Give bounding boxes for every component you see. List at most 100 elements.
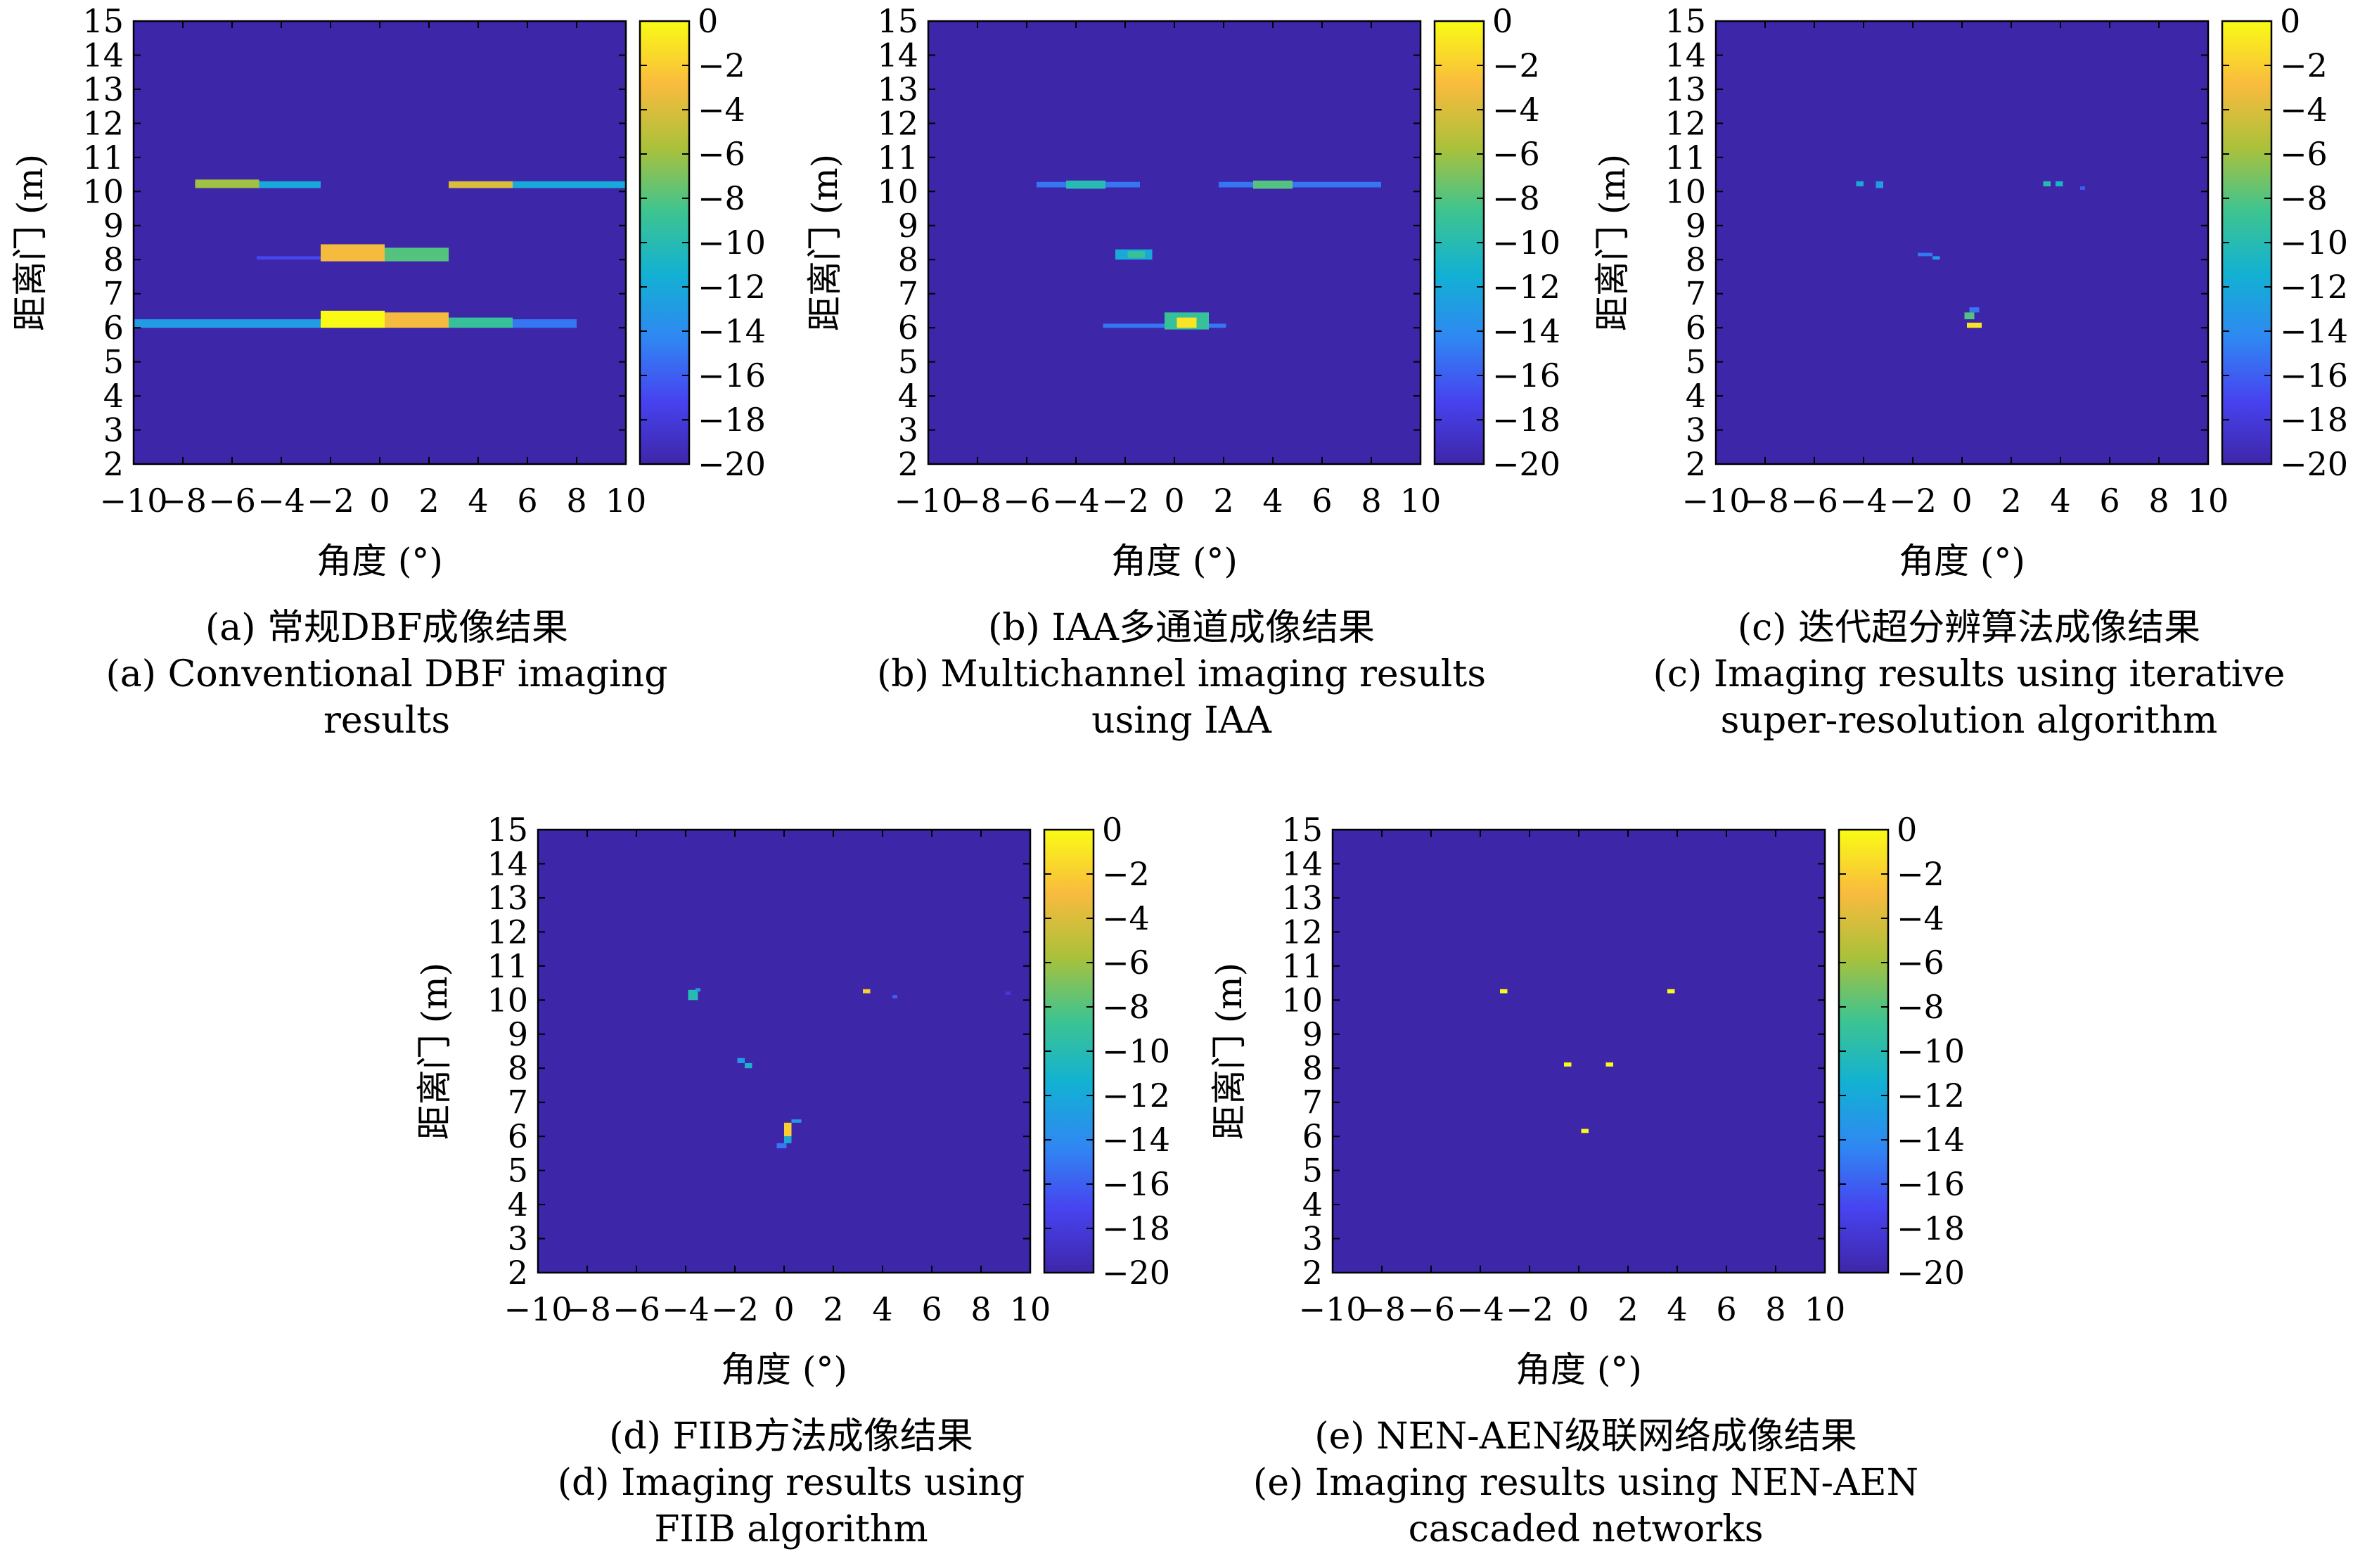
heatmap-cell xyxy=(1253,180,1293,189)
caption-line: cascaded networks xyxy=(1408,1508,1764,1550)
colorbar-tick-label: −8 xyxy=(2280,179,2328,217)
colorbar-tick-label: −10 xyxy=(1492,224,1560,262)
x-axis-label: 角度 (°) xyxy=(721,1349,847,1390)
y-tick-label: 6 xyxy=(1302,1117,1323,1155)
colorbar xyxy=(2221,20,2273,465)
heatmap-cell xyxy=(1605,1062,1613,1067)
heatmap-cell xyxy=(259,181,321,188)
colorbar-tick-label: −8 xyxy=(1492,179,1540,217)
colorbar-tick-label: −16 xyxy=(698,356,766,394)
x-tick-label: −10 xyxy=(504,1290,572,1328)
caption-line: results xyxy=(323,700,451,742)
x-tick-label: 8 xyxy=(1765,1290,1785,1328)
y-tick-label: 13 xyxy=(1281,879,1323,917)
x-tick-label: 0 xyxy=(1164,482,1184,520)
x-tick-label: −8 xyxy=(563,1290,611,1328)
y-tick-label: 11 xyxy=(1665,139,1706,176)
chart-caption: (a) 常规DBF成像结果 (a) Conventional DBF imagin… xyxy=(0,605,774,744)
y-tick-label: 10 xyxy=(82,172,124,210)
colorbar-tick-label: −20 xyxy=(1492,445,1560,483)
y-tick-label: 8 xyxy=(1686,240,1706,278)
colorbar-tick-label: −6 xyxy=(698,135,745,173)
colorbar xyxy=(1838,828,1890,1274)
x-tick-label: −4 xyxy=(1052,482,1100,520)
heatmap-cell xyxy=(1856,181,1864,187)
y-tick-label: 12 xyxy=(487,913,528,951)
colorbar-tick-label: −12 xyxy=(1102,1077,1170,1114)
x-tick-label: 4 xyxy=(872,1290,892,1328)
y-tick-label: 6 xyxy=(898,309,918,347)
colorbar-tick-label: −2 xyxy=(698,46,745,84)
y-tick-label: 9 xyxy=(103,207,124,245)
x-tick-label: 2 xyxy=(418,482,439,520)
heatmap-cell xyxy=(688,989,698,1001)
colorbar-tick-label: −6 xyxy=(2280,135,2328,173)
y-tick-label: 3 xyxy=(898,411,918,449)
heatmap-cell xyxy=(784,1122,792,1137)
caption-line: FIIB algorithm xyxy=(654,1508,928,1550)
heatmap-svg: −10−8 −6 −4 −2 0 2 4 6 8 1023456789101112131415角度… xyxy=(1209,811,1965,1390)
heatmap-cell xyxy=(1667,989,1675,994)
colorbar-tick-label: −18 xyxy=(1492,401,1560,439)
colorbar-tick-label: −12 xyxy=(1492,268,1560,306)
y-tick-label: 2 xyxy=(103,445,124,483)
x-tick-label: −6 xyxy=(208,482,256,520)
heatmap-cell xyxy=(1564,1062,1572,1067)
x-tick-label: 6 xyxy=(921,1290,942,1328)
heatmap-cell xyxy=(1006,991,1011,996)
x-tick-label: 10 xyxy=(2188,482,2229,520)
y-tick-label: 3 xyxy=(1686,411,1706,449)
heatmap-cell xyxy=(1219,181,1381,188)
y-tick-label: 5 xyxy=(1686,343,1706,381)
y-tick-label: 5 xyxy=(1302,1152,1323,1190)
caption-line: (d) FIIB方法成像结果 xyxy=(609,1415,973,1458)
colorbar-tick-label: −14 xyxy=(2280,312,2348,350)
y-tick-label: 12 xyxy=(82,104,124,142)
colorbar xyxy=(1043,828,1095,1274)
y-tick-label: 7 xyxy=(898,275,918,313)
colorbar-tick-label: −4 xyxy=(1102,899,1150,937)
y-tick-label: 8 xyxy=(508,1049,528,1087)
x-tick-label: 4 xyxy=(1667,1290,1687,1328)
y-tick-label: 12 xyxy=(877,104,918,142)
y-tick-label: 14 xyxy=(877,36,918,74)
x-tick-label: 0 xyxy=(369,482,390,520)
x-tick-label: 2 xyxy=(2001,482,2021,520)
y-tick-label: 3 xyxy=(508,1220,528,1258)
colorbar-tick-label: −16 xyxy=(2280,356,2348,394)
chart-caption: (c) 迭代超分辨算法成像结果 (c) Imaging results using… xyxy=(1582,605,2353,744)
colorbar-tick-label: −10 xyxy=(2280,224,2348,262)
x-tick-label: 2 xyxy=(823,1290,843,1328)
x-tick-label: −10 xyxy=(1298,1290,1366,1328)
chart-caption: (e) NEN-AEN级联网络成像结果 (e) Imaging results u… xyxy=(1199,1413,1973,1553)
x-tick-label: −4 xyxy=(1840,482,1887,520)
y-tick-label: 4 xyxy=(1302,1185,1323,1223)
colorbar-tick-label: −6 xyxy=(1897,944,1944,982)
caption-line: (a) 常规DBF成像结果 xyxy=(205,607,569,649)
colorbar-tick-label: 0 xyxy=(1102,811,1122,849)
y-tick-label: 14 xyxy=(82,36,124,74)
y-tick-label: 6 xyxy=(103,309,124,347)
x-tick-label: −4 xyxy=(1456,1290,1504,1328)
y-tick-label: 8 xyxy=(898,240,918,278)
colorbar-tick-label: −20 xyxy=(698,445,766,483)
x-tick-label: −6 xyxy=(1003,482,1051,520)
heatmap-cell xyxy=(1969,307,1980,313)
caption-line: (e) Imaging results using NEN-AEN xyxy=(1252,1462,1919,1504)
heatmap-cell xyxy=(863,989,871,994)
x-tick-label: 2 xyxy=(1213,482,1233,520)
heatmap-cell xyxy=(1066,180,1105,189)
colorbar-tick-label: −14 xyxy=(1492,312,1560,350)
y-tick-label: 15 xyxy=(1665,2,1706,40)
colorbar-tick-label: −12 xyxy=(1897,1077,1965,1114)
y-tick-label: 9 xyxy=(1302,1015,1323,1053)
x-tick-label: −6 xyxy=(1407,1290,1455,1328)
x-tick-label: −2 xyxy=(1101,482,1149,520)
heatmap-cell xyxy=(449,317,513,328)
heatmap-cell xyxy=(2056,181,2063,187)
colorbar-tick-label: −6 xyxy=(1492,135,1540,173)
x-tick-label: 4 xyxy=(468,482,488,520)
heatmap-cell xyxy=(784,1136,792,1143)
heatmap-cell xyxy=(776,1143,787,1149)
caption-line: (d) Imaging results using xyxy=(557,1462,1025,1504)
